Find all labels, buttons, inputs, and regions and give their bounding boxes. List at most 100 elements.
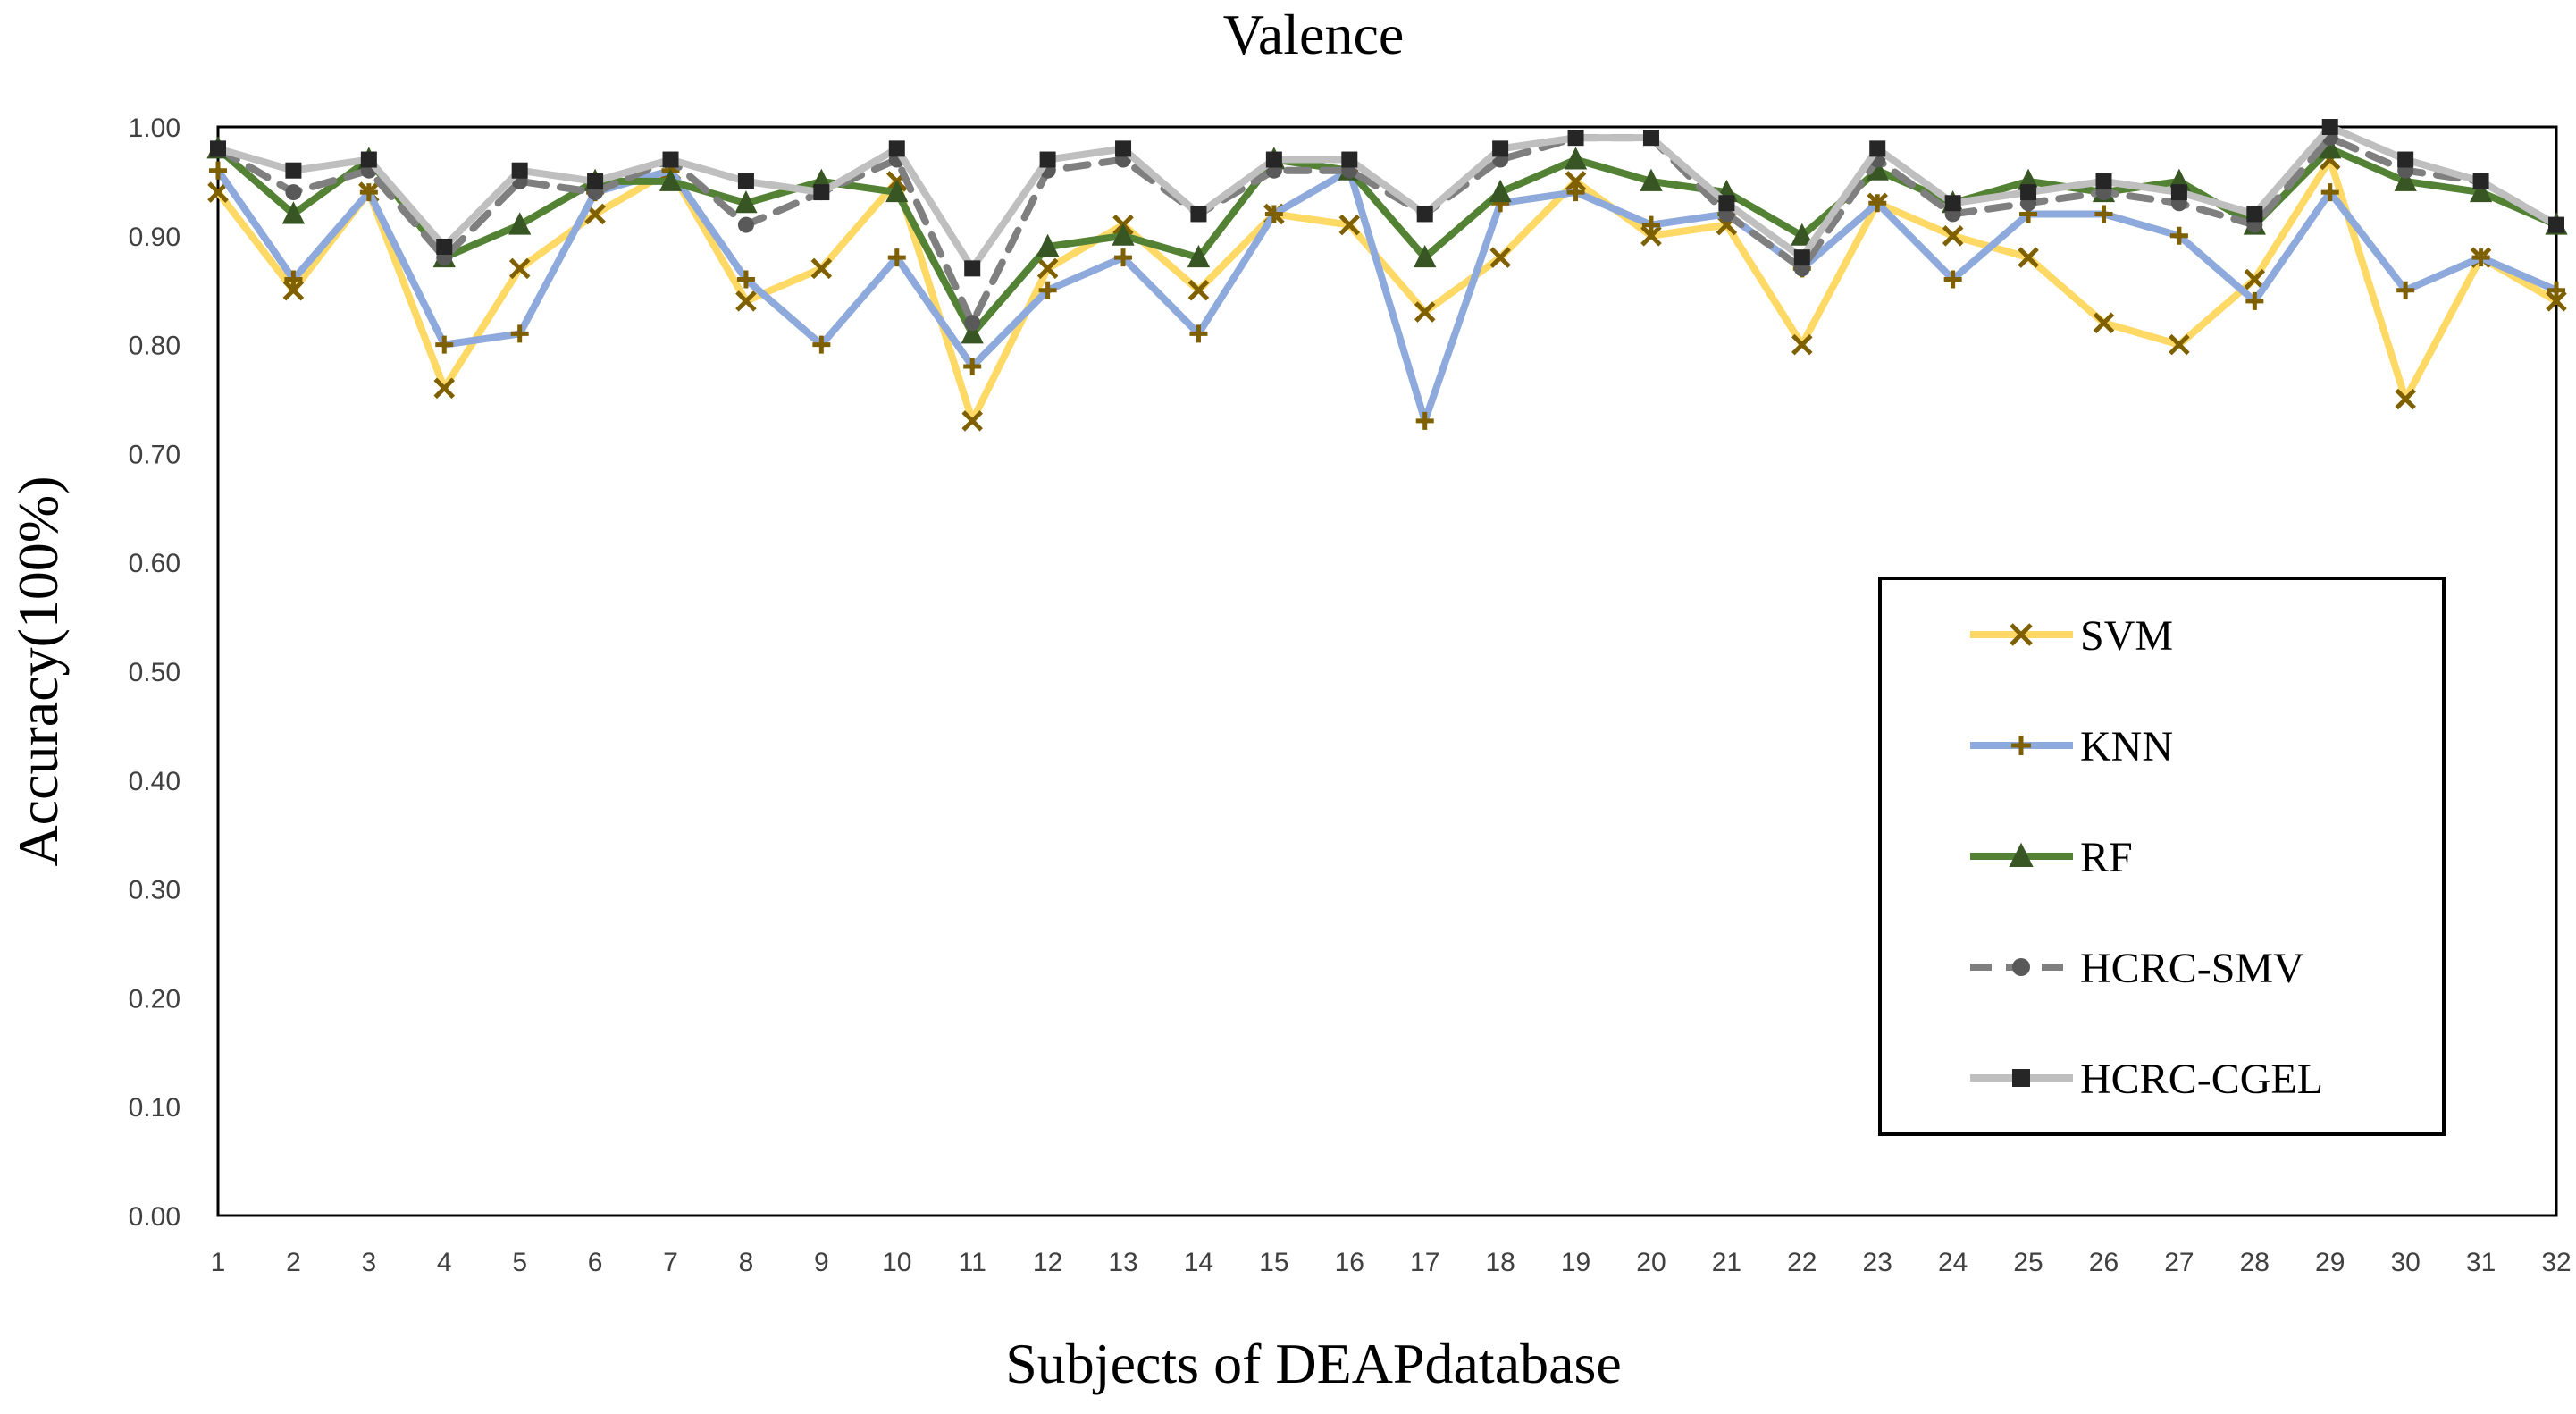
data-point (1036, 257, 1059, 280)
data-point (1642, 130, 1659, 147)
data-point (511, 162, 528, 179)
data-point (1341, 151, 1358, 168)
data-point (2396, 281, 2415, 299)
x-tick-label: 28 (2240, 1248, 2270, 1277)
y-tick-label: 0.20 (129, 984, 180, 1014)
data-point (659, 168, 683, 191)
y-tick-label: 0.40 (129, 767, 180, 796)
x-tick-label: 12 (1033, 1248, 1062, 1277)
data-point (1264, 205, 1283, 223)
data-point (210, 140, 226, 157)
data-point (1414, 244, 1437, 268)
x-tick-label: 27 (2164, 1248, 2194, 1277)
x-tick-label: 24 (1938, 1248, 1968, 1277)
data-point (207, 181, 229, 203)
y-tick-label: 0.10 (129, 1093, 180, 1123)
data-point (1115, 140, 1132, 157)
data-point (961, 321, 984, 344)
data-point (436, 238, 453, 255)
data-point (1944, 195, 1961, 212)
data-point (282, 279, 305, 301)
legend-box (1878, 577, 2446, 1136)
data-point (435, 335, 454, 354)
x-tick-label: 30 (2390, 1248, 2420, 1277)
data-point (1338, 214, 1361, 236)
data-point (2244, 268, 2266, 290)
x-tick-label: 5 (512, 1248, 527, 1277)
legend: SVM KNN RF HCRC-SMV HCRC-CGEL (1878, 577, 2446, 1136)
data-point (1038, 281, 1057, 299)
data-point (2093, 312, 2115, 334)
data-point (587, 173, 604, 189)
data-point (209, 161, 227, 180)
data-point (2320, 183, 2339, 202)
x-axis-label: Subjects of DEAPdatabase (1005, 1332, 1622, 1395)
data-point (813, 184, 830, 201)
legend-marker (2012, 958, 2030, 976)
data-point (1190, 206, 1207, 223)
x-tick-label: 7 (663, 1248, 678, 1277)
y-tick-label: 0.50 (129, 658, 180, 687)
data-point (360, 151, 377, 168)
data-point (2321, 119, 2338, 135)
data-point (737, 216, 754, 233)
data-point (1640, 225, 1662, 247)
legend-label: RF (2080, 834, 2133, 881)
x-tick-label: 26 (2089, 1248, 2119, 1277)
x-tick-label: 8 (739, 1248, 754, 1277)
data-point (1640, 168, 1663, 191)
data-point (2169, 226, 2188, 245)
data-point (1565, 171, 1587, 192)
data-point (2469, 179, 2493, 203)
legend-marker (2010, 623, 2033, 646)
series-layer (206, 119, 2568, 432)
legend-label: HCRC-CGEL (2080, 1056, 2323, 1103)
data-point (2245, 291, 2264, 310)
data-point (1489, 179, 1512, 203)
data-point (1036, 233, 1060, 257)
data-point (1492, 140, 1509, 157)
data-point (2094, 205, 2113, 223)
x-tick-label: 11 (959, 1248, 986, 1277)
data-point (735, 290, 757, 312)
legend-marker (2011, 736, 2031, 755)
x-tick-label: 31 (2466, 1248, 2496, 1277)
x-tick-label: 29 (2315, 1248, 2345, 1277)
y-tick-label: 0.30 (129, 876, 180, 905)
data-point (1114, 248, 1133, 267)
series-hcrc-cgel (210, 119, 2564, 277)
series-line (214, 123, 2560, 273)
data-point (1039, 151, 1056, 168)
data-point (888, 140, 905, 157)
y-tick-label: 0.80 (129, 332, 180, 361)
data-point (734, 190, 758, 214)
y-tick-label: 0.90 (129, 223, 180, 252)
data-point (1566, 183, 1585, 202)
x-tick-label: 1 (211, 1248, 226, 1277)
x-tick-label: 20 (1636, 1248, 1666, 1277)
data-point (359, 183, 378, 202)
data-point (964, 315, 981, 332)
data-point (963, 357, 982, 375)
x-tick-label: 13 (1108, 1248, 1137, 1277)
data-point (885, 179, 909, 203)
y-tick-label: 1.00 (129, 114, 180, 143)
x-tick-label: 19 (1561, 1248, 1590, 1277)
data-point (1415, 411, 1434, 430)
data-point (1869, 140, 1886, 157)
data-point (2471, 248, 2490, 267)
x-axis-ticks: 1 2 3 4 5 6 7 8 9 10 11 12 13 14 15 16 17 18 19 20 21 22 23 24 2… (211, 1248, 2572, 1277)
data-point (1187, 244, 1211, 268)
data-point (508, 257, 531, 280)
x-tick-label: 25 (2013, 1248, 2043, 1277)
x-tick-label: 23 (1863, 1248, 1892, 1277)
y-axis-label: Accuracy(100%) (6, 476, 70, 866)
plot-area-border (216, 125, 2558, 1217)
x-tick-label: 18 (1485, 1248, 1515, 1277)
x-tick-label: 17 (1410, 1248, 1439, 1277)
data-point (887, 248, 906, 267)
x-tick-label: 16 (1335, 1248, 1364, 1277)
data-point (662, 151, 679, 168)
data-point (284, 270, 303, 289)
